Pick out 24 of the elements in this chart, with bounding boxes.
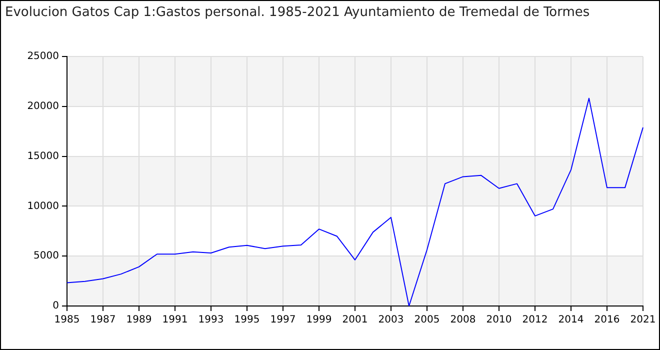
chart-title: Evolucion Gatos Cap 1:Gastos personal. 1985-2021 Ayuntamiento de Tremedal de Tormes [5,5,590,20]
x-tick-label: 2001 [342,314,368,326]
x-tick-label: 2021 [630,314,656,326]
x-tick-label: 1991 [162,314,188,326]
x-tick-label: 1997 [270,314,296,326]
y-tick-label: 5000 [34,250,59,262]
x-tick-label: 2012 [522,314,548,326]
y-tick-label: 20000 [27,101,59,112]
x-tick-label: 1987 [90,314,116,326]
x-tick-label: 2008 [450,314,476,326]
x-tick-label: 1995 [234,314,260,326]
x-tick-label: 2010 [486,314,512,326]
x-tick-label: 2014 [558,314,584,326]
x-tick-label: 2005 [414,314,440,326]
x-tick-label: 1999 [306,314,332,326]
y-tick-label: 10000 [27,200,59,212]
y-tick-label: 25000 [27,51,59,62]
x-tick-label: 2003 [378,314,404,326]
x-tick-label: 1989 [126,314,152,326]
y-tick-label: 0 [52,300,59,312]
x-tick-label: 1993 [198,314,224,326]
x-tick-label: 1985 [54,314,80,326]
y-tick-label: 15000 [27,150,59,162]
x-tick-label: 2016 [594,314,620,326]
